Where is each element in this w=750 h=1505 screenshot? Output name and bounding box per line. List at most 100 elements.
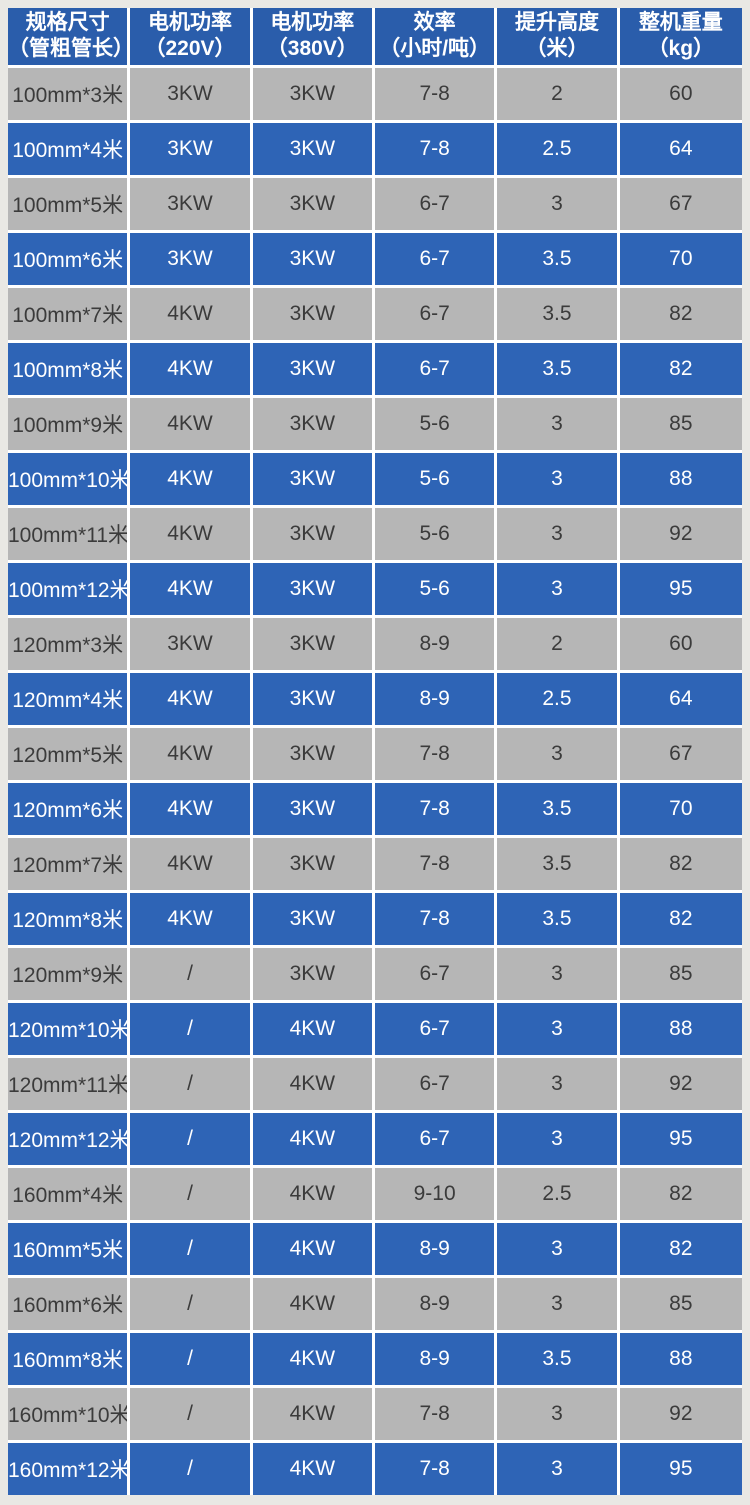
spec-cell: 6-7 [374, 947, 498, 1003]
table-row: 100mm*9米 4KW 3KW 5-6 3 85 [8, 397, 742, 453]
table-row: 120mm*3米 3KW 3KW 8-9 2 60 [8, 617, 742, 673]
spec-cell: 100mm*8米 [8, 342, 131, 398]
spec-cell: 64 [619, 122, 742, 178]
spec-cell: 6-7 [374, 1057, 498, 1113]
spec-cell: 67 [619, 177, 742, 233]
spec-cell: / [130, 1112, 253, 1168]
spec-cell: 85 [619, 397, 742, 453]
header-label: 规格尺寸 [25, 11, 110, 34]
spec-cell: 3KW [130, 122, 253, 178]
spec-cell: 3KW [252, 672, 375, 728]
table-row: 100mm*4米 3KW 3KW 7-8 2.5 64 [8, 122, 742, 178]
spec-cell: 82 [619, 1222, 742, 1278]
spec-cell: 8-9 [374, 1277, 498, 1333]
header-cell-machine-weight: 整机重量 （kg） [619, 8, 742, 68]
spec-cell: 95 [619, 562, 742, 618]
table-row: 120mm*8米 4KW 3KW 7-8 3.5 82 [8, 892, 742, 948]
spec-cell: 67 [619, 727, 742, 783]
header-cell-motor-power-380v: 电机功率 （380V） [252, 8, 375, 68]
spec-cell: 3KW [130, 232, 253, 288]
spec-cell: 100mm*5米 [8, 177, 131, 233]
spec-cell: 100mm*4米 [8, 122, 131, 178]
spec-cell: 60 [619, 67, 742, 123]
table-row: 120mm*9米/3KW 6-7 3 85 [8, 947, 742, 1003]
spec-cell: 4KW [252, 1442, 375, 1495]
spec-cell: 82 [619, 1167, 742, 1223]
spec-cell: 4KW [130, 727, 253, 783]
header-cell-motor-power-220v: 电机功率 （220V） [130, 8, 253, 68]
spec-cell: 64 [619, 672, 742, 728]
spec-cell: 3 [497, 1057, 620, 1113]
spec-cell: 6-7 [374, 1112, 498, 1168]
table-row: 100mm*6米 3KW 3KW 6-7 3.5 70 [8, 232, 742, 288]
header-cell-lift-height: 提升高度 （米） [497, 8, 620, 68]
spec-cell: 120mm*11米 [8, 1057, 131, 1113]
spec-cell: 7-8 [374, 67, 498, 123]
spec-cell: 6-7 [374, 342, 498, 398]
spec-cell: 160mm*4米 [8, 1167, 131, 1223]
spec-cell: 160mm*12米 [8, 1442, 131, 1495]
spec-cell: 120mm*3米 [8, 617, 131, 673]
spec-cell: / [130, 1222, 253, 1278]
table-row: 100mm*12米 4KW 3KW 5-6 3 95 [8, 562, 742, 618]
spec-cell: 3KW [130, 177, 253, 233]
table-row: 160mm*12米/4KW 7-8 3 95 [8, 1442, 742, 1495]
table-body: 100mm*3米 3KW 3KW 7-8 2 60 100mm*4米 3KW 3KW 7-8 2.5… [8, 67, 742, 1495]
header-label: 电机功率 [147, 11, 232, 34]
spec-cell: 4KW [252, 1112, 375, 1168]
spec-cell: 100mm*11米 [8, 507, 131, 563]
table-row: 120mm*7米 4KW 3KW 7-8 3.5 82 [8, 837, 742, 893]
spec-cell: 3KW [252, 562, 375, 618]
spec-cell: 160mm*6米 [8, 1277, 131, 1333]
spec-cell: 120mm*5米 [8, 727, 131, 783]
spec-cell: 3.5 [497, 892, 620, 948]
spec-cell: 160mm*5米 [8, 1222, 131, 1278]
header-sublabel: （kg） [647, 37, 715, 61]
spec-cell: 3KW [252, 892, 375, 948]
spec-cell: 3KW [252, 617, 375, 673]
table-header: 规格尺寸 （管粗管长） 电机功率 （220V） 电机功率 （380V） 效率 （… [8, 8, 742, 68]
spec-cell: / [130, 1277, 253, 1333]
table-row: 120mm*5米 4KW 3KW 7-8 3 67 [8, 727, 742, 783]
spec-cell: 8-9 [374, 672, 498, 728]
spec-cell: 2.5 [497, 672, 620, 728]
spec-cell: 4KW [252, 1332, 375, 1388]
spec-cell: 6-7 [374, 287, 498, 343]
spec-cell: 160mm*10米 [8, 1387, 131, 1443]
spec-cell: 3KW [130, 617, 253, 673]
spec-table: 规格尺寸 （管粗管长） 电机功率 （220V） 电机功率 （380V） 效率 （… [8, 8, 742, 1495]
spec-cell: / [130, 1387, 253, 1443]
spec-cell: 2 [497, 617, 620, 673]
spec-cell: 8-9 [374, 617, 498, 673]
header-sublabel: （米） [525, 37, 589, 61]
spec-cell: 88 [619, 1332, 742, 1388]
spec-cell: 4KW [130, 672, 253, 728]
spec-cell: 3 [497, 452, 620, 508]
spec-cell: 4KW [252, 1387, 375, 1443]
spec-cell: 8-9 [374, 1332, 498, 1388]
spec-cell: 3 [497, 507, 620, 563]
spec-cell: 5-6 [374, 452, 498, 508]
header-sublabel: （管粗管长） [8, 37, 131, 61]
table-row: 160mm*4米/4KW 9-10 2.5 82 [8, 1167, 742, 1223]
spec-cell: 82 [619, 342, 742, 398]
spec-cell: 3 [497, 727, 620, 783]
spec-cell: 120mm*7米 [8, 837, 131, 893]
spec-cell: 3 [497, 1387, 620, 1443]
spec-cell: 3KW [252, 122, 375, 178]
spec-cell: 88 [619, 452, 742, 508]
spec-cell: 4KW [252, 1057, 375, 1113]
spec-cell: 85 [619, 947, 742, 1003]
spec-cell: 120mm*12米 [8, 1112, 131, 1168]
spec-cell: 100mm*10米 [8, 452, 131, 508]
table-row: 120mm*11米/4KW 6-7 3 92 [8, 1057, 742, 1113]
spec-cell: 4KW [130, 837, 253, 893]
spec-cell: 3KW [130, 67, 253, 123]
spec-cell: 120mm*10米 [8, 1002, 131, 1058]
spec-cell: 100mm*12米 [8, 562, 131, 618]
spec-cell: / [130, 1442, 253, 1495]
spec-cell: 3.5 [497, 837, 620, 893]
spec-cell: 5-6 [374, 507, 498, 563]
spec-cell: 3KW [252, 67, 375, 123]
table-row: 120mm*4米 4KW 3KW 8-9 2.5 64 [8, 672, 742, 728]
